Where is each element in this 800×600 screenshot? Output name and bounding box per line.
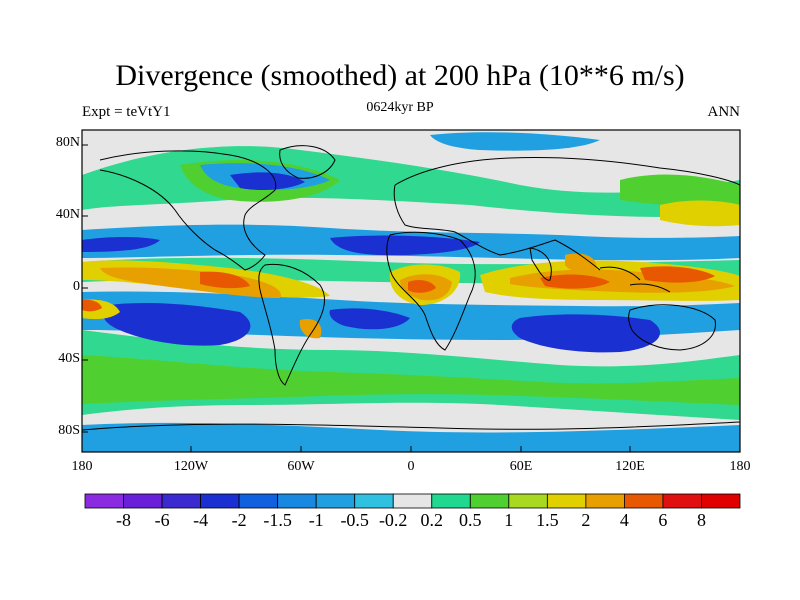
lat-label-40n: 40N — [55, 207, 80, 222]
colorbar-box — [238, 493, 279, 509]
colorbar-box — [392, 493, 433, 509]
colorbar-box — [315, 493, 356, 509]
colorbar-box — [200, 493, 240, 509]
colorbar-label: -8 — [116, 510, 131, 530]
colorbar-box — [546, 493, 587, 509]
colorbar-label: 8 — [697, 510, 706, 530]
colorbar-box — [161, 493, 201, 509]
colorbar-box — [84, 493, 124, 509]
lat-label-80s: 80S — [58, 423, 80, 438]
colorbar-box — [624, 493, 664, 509]
colorbar-label: -6 — [154, 510, 170, 530]
colorbar-label: 4 — [619, 510, 629, 530]
lon-label-120w: 120W — [173, 459, 209, 474]
lat-label-eq: 0 — [73, 279, 80, 294]
colorbar-label: 1.5 — [536, 510, 559, 530]
lon-label-180w: 180 — [71, 459, 93, 474]
lat-label-40s: 40S — [58, 351, 80, 366]
colorbar — [84, 493, 741, 509]
season-label: ANN — [707, 104, 741, 120]
coastlines — [82, 145, 740, 431]
colorbar-label: -4 — [193, 510, 209, 530]
colorbar-label: 0.2 — [420, 510, 444, 530]
colorbar-box — [469, 493, 510, 509]
lon-label-0: 0 — [407, 459, 415, 474]
positive-divergence-very-strong — [82, 266, 715, 312]
colorbar-label: -0.2 — [378, 510, 408, 530]
colorbar-label: 0.5 — [459, 510, 482, 530]
colorbar-label: 2 — [581, 510, 591, 530]
colorbar-box — [508, 493, 548, 509]
colorbar-box — [431, 493, 471, 509]
colorbar-box — [354, 493, 394, 509]
colorbar-box — [123, 493, 163, 509]
colorbar-label: -1 — [308, 510, 324, 530]
experiment-label: Expt = teVtY1 — [82, 104, 171, 120]
lon-label-120e: 120E — [615, 459, 645, 474]
lat-label-80n: 80N — [55, 135, 80, 150]
lon-label-180e: 180 — [729, 459, 751, 474]
colorbar-label: -2 — [231, 510, 247, 530]
colorbar-box — [585, 493, 625, 509]
colorbar-box — [662, 493, 702, 509]
colorbar-label: 1 — [504, 510, 514, 530]
colorbar-box — [701, 493, 741, 509]
period-label: 0624kyr BP — [366, 100, 434, 115]
lon-label-60w: 60W — [287, 459, 315, 474]
colorbar-label: 6 — [658, 510, 668, 530]
plot-title: Divergence (smoothed) at 200 hPa (10**6 … — [115, 59, 685, 92]
colorbar-box — [277, 493, 317, 509]
axis-ticks — [82, 144, 631, 452]
colorbar-label: -1.5 — [263, 510, 292, 530]
lon-label-60e: 60E — [509, 459, 533, 474]
colorbar-label: -0.5 — [340, 510, 369, 530]
negative-divergence-strong — [82, 172, 660, 353]
